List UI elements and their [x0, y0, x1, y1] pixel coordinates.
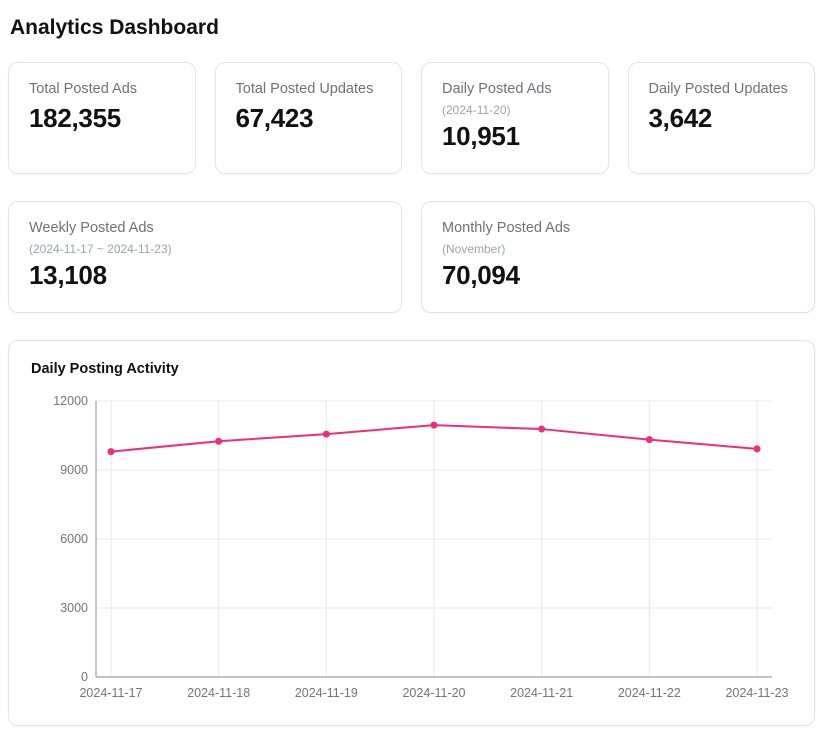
stat-card-value: 10,951 [442, 121, 520, 151]
svg-text:9000: 9000 [60, 463, 88, 477]
page-title: Analytics Dashboard [10, 16, 219, 39]
stat-card-value: 67,423 [235, 103, 314, 133]
analytics-dashboard: Analytics Dashboard Total Posted Ads 182… [8, 16, 815, 726]
stat-card-total-posted-updates: Total Posted Updates 67,423 [214, 62, 402, 174]
daily-posting-activity-card: Daily Posting Activity 0 3000 6000 9000 1200… [8, 340, 815, 726]
svg-text:2024-11-17: 2024-11-17 [79, 686, 142, 700]
stat-card-label: Daily Posted Ads [442, 81, 552, 97]
daily-posting-activity-chart: 0 3000 6000 9000 12000 2024-11-17 2024-11-18 20… [53, 394, 788, 700]
svg-text:2024-11-23: 2024-11-23 [725, 686, 788, 700]
stat-card-label: Daily Posted Updates [648, 81, 788, 97]
stat-card-value: 182,355 [29, 103, 121, 133]
stat-card-daily-posted-updates: Daily Posted Updates 3,642 [627, 62, 815, 174]
svg-text:12000: 12000 [53, 394, 88, 408]
svg-text:2024-11-19: 2024-11-19 [295, 686, 358, 700]
svg-text:6000: 6000 [60, 532, 88, 546]
svg-text:0: 0 [81, 670, 88, 684]
stat-card-monthly-posted-ads: Monthly Posted Ads (November) 70,094 [421, 201, 815, 313]
svg-text:2024-11-22: 2024-11-22 [618, 686, 681, 700]
wide-cards-row: Weekly Posted Ads (2024-11-17 ~ 2024-11-… [8, 201, 815, 313]
stat-card-value: 70,094 [442, 260, 520, 290]
svg-text:3000: 3000 [60, 601, 88, 615]
chart-title: Daily Posting Activity [31, 361, 179, 377]
stat-card-value: 3,642 [648, 103, 713, 133]
svg-text:2024-11-21: 2024-11-21 [510, 686, 573, 700]
stat-card-label: Total Posted Ads [29, 81, 138, 97]
stat-card-label: Monthly Posted Ads [442, 220, 571, 236]
stat-card-total-posted-ads: Total Posted Ads 182,355 [8, 62, 196, 174]
stat-card-daily-posted-ads: Daily Posted Ads (2024-11-20) 10,951 [421, 62, 609, 174]
stat-card-label: Weekly Posted Ads [29, 220, 154, 236]
svg-text:2024-11-18: 2024-11-18 [187, 686, 250, 700]
stat-card-subtext: (2024-11-17 ~ 2024-11-23) [29, 242, 172, 256]
svg-text:2024-11-20: 2024-11-20 [402, 686, 465, 700]
stat-card-weekly-posted-ads: Weekly Posted Ads (2024-11-17 ~ 2024-11-… [8, 201, 402, 313]
stat-cards-row: Total Posted Ads 182,355 Total Posted Up… [8, 62, 815, 174]
stat-card-subtext: (November) [442, 242, 506, 256]
stat-card-subtext: (2024-11-20) [442, 103, 511, 117]
stat-card-value: 13,108 [29, 260, 107, 290]
stat-card-label: Total Posted Updates [235, 81, 374, 97]
